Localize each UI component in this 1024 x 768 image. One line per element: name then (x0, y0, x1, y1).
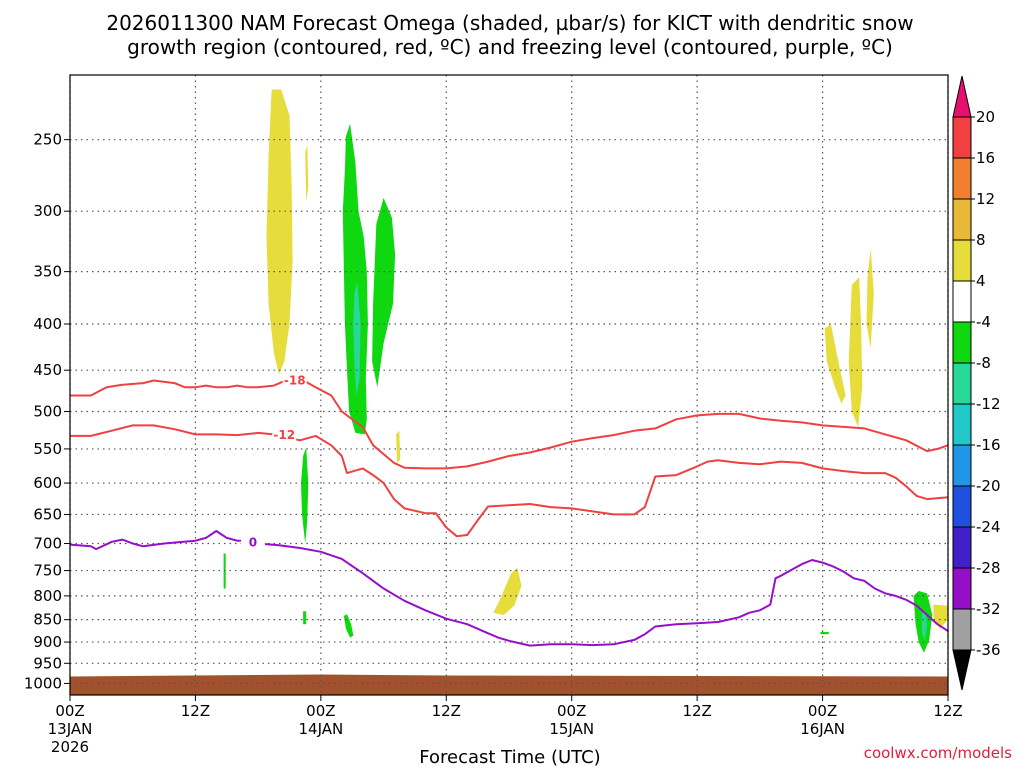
contours: -18 -12 0 (69, 373, 949, 647)
colorbar-label-0: 20 (976, 108, 995, 126)
y-tick-label-400: 400 (33, 315, 62, 333)
colorbar-swatch-1 (952, 116, 972, 159)
y-tick-label-300: 300 (33, 202, 62, 220)
colorbar-label-13: -36 (976, 641, 1001, 659)
x-tick-label-12: 12Z (181, 702, 210, 720)
colorbar-label-3: 8 (976, 231, 986, 249)
omega-area-2 (396, 430, 401, 463)
omega-area-5 (848, 277, 863, 427)
contour-label-bg-2 (240, 535, 265, 550)
colorbar-swatch-8 (952, 403, 972, 446)
omega-area-0 (266, 89, 293, 375)
contour-label-bg-1 (272, 428, 297, 443)
x-tick-date-48: 15JAN (549, 720, 594, 738)
contour-label-2: 0 (249, 535, 257, 549)
y-tick-label-900: 900 (33, 633, 62, 651)
omega-area-8 (342, 123, 368, 435)
y-tick-label-750: 750 (33, 562, 62, 580)
y-tick-label-350: 350 (33, 263, 62, 281)
omega-area-10 (301, 447, 309, 544)
contour-0-line-2 (69, 530, 949, 647)
x-axis-label: Forecast Time (UTC) (419, 747, 600, 768)
chart-title-line-2: growth region (contoured, red, ºC) and f… (127, 35, 893, 59)
x-tick-label-48: 00Z (557, 702, 586, 720)
omega-area-4 (824, 324, 846, 404)
omega-area-1 (305, 145, 309, 202)
chart-title-line-1: 2026011300 NAM Forecast Omega (shaded, µ… (106, 11, 913, 35)
colorbar-swatch-13 (952, 608, 972, 651)
colorbar-label-4: 4 (976, 272, 986, 290)
x-tick-label-24: 00Z (306, 702, 335, 720)
colorbar-bottom-arrow (952, 649, 972, 691)
y-tick-label-700: 700 (33, 535, 62, 553)
x-tick-label-84: 12Z (933, 702, 962, 720)
x-tick-date-0: 13JAN (48, 720, 93, 738)
x-tick-year-0: 2026 (51, 738, 89, 756)
colorbar-label-2: 12 (976, 190, 995, 208)
colorbar-swatch-3 (952, 198, 972, 241)
contour--18-line-0 (70, 377, 949, 470)
colorbar: 20 16 12 8 4 -4 -8 -12 -16 -20 -24 -28 -32 -36 (952, 75, 1001, 691)
colorbar-label-5: -4 (976, 313, 991, 331)
y-tick-label-650: 650 (33, 505, 62, 523)
y-tick-label-450: 450 (33, 361, 62, 379)
colorbar-label-10: -24 (976, 518, 1001, 536)
colorbar-swatch-11 (952, 526, 972, 569)
underground-fill (70, 674, 948, 695)
colorbar-label-7: -12 (976, 395, 1001, 413)
contour-label-bg-0 (282, 373, 307, 388)
x-tick-label-0: 00Z (55, 702, 84, 720)
colorbar-label-11: -28 (976, 559, 1001, 577)
y-tick-label-250: 250 (33, 131, 62, 149)
omega-area-17 (921, 610, 928, 640)
x-tick-date-24: 14JAN (298, 720, 343, 738)
contour-label-0: -18 (284, 374, 306, 388)
plot-frame (69, 74, 949, 696)
colorbar-swatch-7 (952, 362, 972, 405)
colorbar-swatch-5 (952, 280, 972, 323)
y-tick-label-850: 850 (33, 611, 62, 629)
colorbar-swatch-12 (952, 567, 972, 610)
y-tick-label-500: 500 (33, 403, 62, 421)
x-tick-label-36: 12Z (432, 702, 461, 720)
omega-area-13 (343, 614, 354, 638)
omega-area-9 (372, 197, 396, 388)
colorbar-label-9: -20 (976, 477, 1001, 495)
colorbar-label-12: -32 (976, 600, 1001, 618)
contour-label-1: -12 (273, 428, 295, 442)
y-tick-label-1000: 1000 (24, 674, 62, 692)
site-credit[interactable]: coolwx.com/models (864, 744, 1012, 762)
colorbar-swatch-10 (952, 485, 972, 528)
colorbar-swatch-2 (952, 157, 972, 200)
colorbar-label-1: 16 (976, 149, 995, 167)
omega-area-16 (353, 282, 361, 396)
x-tick-label-72: 00Z (808, 702, 837, 720)
colorbar-top-arrow (952, 75, 972, 118)
colorbar-swatch-6 (952, 321, 972, 364)
y-tick-label-950: 950 (33, 654, 62, 672)
underground-area (70, 674, 948, 695)
y-axis: 250 300 350 400 450 500 550 600 650 700 750 800 850 9… (24, 131, 70, 692)
colorbar-label-6: -8 (976, 354, 991, 372)
colorbar-swatch-9 (952, 444, 972, 487)
omega-area-12 (303, 611, 307, 625)
y-tick-label-600: 600 (33, 474, 62, 492)
contour--12-line-1 (70, 424, 949, 538)
x-tick-label-60: 12Z (682, 702, 711, 720)
y-tick-label-800: 800 (33, 587, 62, 605)
omega-area-6 (866, 248, 874, 348)
x-tick-date-72: 16JAN (800, 720, 845, 738)
grid (69, 75, 949, 695)
colorbar-label-8: -16 (976, 436, 1001, 454)
y-tick-label-550: 550 (33, 440, 62, 458)
omega-shading (223, 89, 948, 653)
omega-area-14 (820, 631, 829, 635)
colorbar-swatch-4 (952, 239, 972, 282)
omega-area-3 (493, 567, 522, 615)
